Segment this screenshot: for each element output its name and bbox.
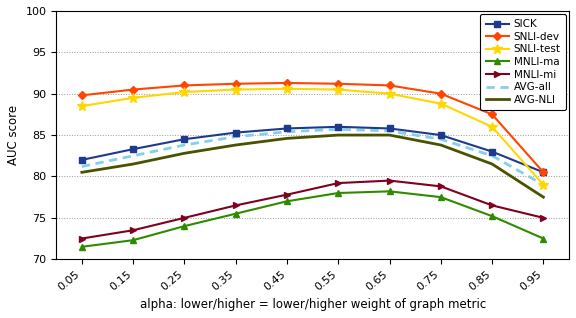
AVG-all [488, 154, 495, 158]
MNLI-mi [181, 216, 188, 220]
SNLI-test [540, 183, 547, 187]
SNLI-test [386, 92, 393, 96]
SICK [78, 158, 85, 162]
SICK [386, 127, 393, 130]
SICK [232, 131, 239, 135]
SICK [283, 127, 290, 130]
SICK [130, 147, 137, 151]
MNLI-mi [540, 216, 547, 220]
SNLI-test [232, 88, 239, 92]
AVG-all [181, 143, 188, 147]
MNLI-mi [335, 181, 342, 185]
SNLI-test [181, 90, 188, 94]
Line: MNLI-mi: MNLI-mi [79, 177, 547, 242]
SNLI-test [488, 125, 495, 129]
SICK [181, 137, 188, 141]
AVG-NLI [283, 136, 290, 140]
AVG-all [386, 129, 393, 133]
MNLI-mi [437, 184, 444, 188]
SNLI-dev [283, 81, 290, 85]
MNLI-ma [181, 224, 188, 228]
AVG-NLI [488, 162, 495, 166]
SICK [488, 150, 495, 154]
AVG-NLI [386, 133, 393, 137]
Line: SICK: SICK [79, 124, 547, 176]
SICK [437, 133, 444, 137]
MNLI-ma [335, 191, 342, 195]
AVG-NLI [232, 143, 239, 147]
MNLI-ma [386, 190, 393, 193]
MNLI-ma [130, 238, 137, 242]
Line: AVG-all: AVG-all [82, 129, 543, 185]
MNLI-ma [78, 245, 85, 249]
Line: SNLI-test: SNLI-test [77, 84, 548, 190]
AVG-all [283, 130, 290, 134]
Line: SNLI-dev: SNLI-dev [79, 80, 547, 176]
AVG-NLI [540, 195, 547, 199]
SNLI-dev [232, 82, 239, 86]
Y-axis label: AUC score: AUC score [7, 105, 20, 165]
SNLI-test [78, 104, 85, 108]
MNLI-ma [437, 195, 444, 199]
AVG-all [78, 165, 85, 169]
AVG-NLI [437, 143, 444, 147]
SNLI-dev [540, 170, 547, 174]
AVG-all [130, 154, 137, 158]
SNLI-test [437, 102, 444, 106]
Line: MNLI-ma: MNLI-ma [79, 188, 547, 250]
X-axis label: alpha: lower/higher = lower/higher weight of graph metric: alpha: lower/higher = lower/higher weigh… [139, 298, 486, 311]
SNLI-dev [181, 84, 188, 87]
AVG-all [437, 137, 444, 141]
AVG-all [335, 128, 342, 131]
SICK [540, 170, 547, 174]
AVG-NLI [78, 170, 85, 174]
MNLI-mi [78, 237, 85, 240]
MNLI-mi [130, 228, 137, 232]
AVG-all [540, 183, 547, 187]
SNLI-dev [78, 93, 85, 97]
MNLI-mi [232, 204, 239, 207]
MNLI-ma [232, 212, 239, 216]
MNLI-mi [283, 193, 290, 197]
MNLI-ma [283, 199, 290, 203]
SNLI-dev [130, 88, 137, 92]
AVG-all [232, 135, 239, 139]
SNLI-test [130, 96, 137, 100]
SNLI-dev [386, 84, 393, 87]
MNLI-ma [488, 214, 495, 218]
SNLI-test [335, 88, 342, 92]
AVG-NLI [181, 151, 188, 155]
Line: AVG-NLI: AVG-NLI [82, 135, 543, 197]
MNLI-ma [540, 237, 547, 240]
MNLI-mi [386, 179, 393, 183]
Legend: SICK, SNLI-dev, SNLI-test, MNLI-ma, MNLI-mi, AVG-all, AVG-NLI: SICK, SNLI-dev, SNLI-test, MNLI-ma, MNLI… [480, 14, 566, 110]
SNLI-dev [437, 92, 444, 96]
AVG-NLI [130, 162, 137, 166]
SNLI-test [283, 87, 290, 91]
AVG-NLI [335, 133, 342, 137]
SICK [335, 125, 342, 129]
SNLI-dev [488, 113, 495, 116]
SNLI-dev [335, 82, 342, 86]
MNLI-mi [488, 204, 495, 207]
